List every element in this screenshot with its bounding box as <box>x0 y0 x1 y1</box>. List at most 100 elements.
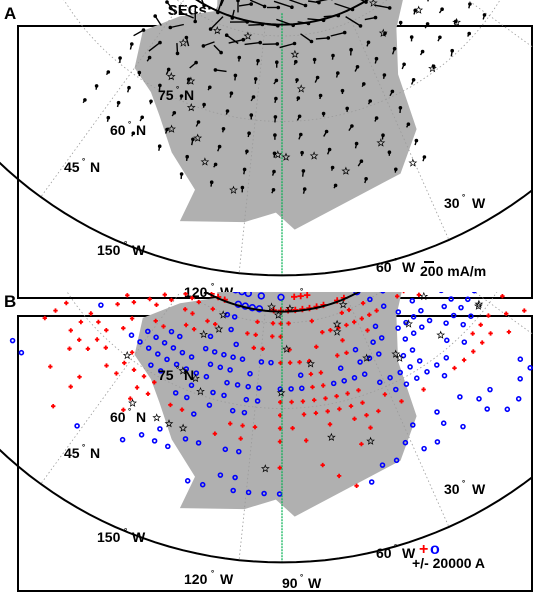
positive-current-mark <box>291 293 298 300</box>
positive-current-mark <box>339 310 344 315</box>
negative-current-mark <box>380 292 386 294</box>
positive-current-mark <box>253 332 258 337</box>
positive-current-mark <box>364 413 369 418</box>
panel-b-map: 75 ° N 60 ° N 45 ° N 150 ° W 120 ° W 90 … <box>0 292 533 592</box>
positive-current-mark <box>51 404 56 409</box>
lon-120-label: 120 <box>184 571 208 587</box>
current-vector <box>127 87 130 93</box>
negative-current-mark <box>233 341 239 348</box>
lat-45-dir: N <box>90 159 100 175</box>
negative-current-mark <box>443 355 450 361</box>
current-vector <box>289 0 306 7</box>
station-star <box>214 324 224 333</box>
negative-current-mark <box>184 394 190 401</box>
negative-current-mark <box>207 361 214 368</box>
current-vector <box>238 3 252 7</box>
station-star <box>243 31 253 40</box>
negative-current-mark <box>245 489 252 496</box>
negative-current-mark <box>330 380 337 387</box>
station-star <box>178 38 188 47</box>
current-vector <box>131 132 134 137</box>
negative-current-mark <box>145 345 152 351</box>
station-star <box>281 152 291 161</box>
current-vector <box>165 69 170 75</box>
current-vector <box>238 57 240 62</box>
current-vector <box>279 42 295 49</box>
current-vector <box>424 23 429 29</box>
negative-current-mark <box>450 312 457 319</box>
positive-current-mark <box>189 295 195 301</box>
negative-current-mark <box>191 411 197 417</box>
lon-150-label: 150 <box>97 529 121 545</box>
degree-mark: ° <box>128 407 131 416</box>
negative-current-mark <box>9 337 16 344</box>
vector-origin <box>349 47 353 52</box>
current-vector <box>217 146 221 152</box>
positive-current-mark <box>277 307 285 314</box>
current-vector <box>210 182 213 187</box>
negative-current-mark <box>461 339 468 345</box>
positive-current-mark <box>365 328 370 333</box>
station-star <box>273 310 283 319</box>
current-vector <box>249 0 265 8</box>
current-vector <box>414 140 418 146</box>
positive-current-mark <box>356 388 361 393</box>
positive-current-mark <box>53 308 58 313</box>
vector-origin <box>301 169 306 173</box>
positive-current-mark <box>314 344 319 349</box>
positive-current-mark <box>77 337 82 342</box>
positive-current-mark <box>131 367 137 372</box>
station-star <box>267 302 276 311</box>
lon-30-dir: W <box>472 195 486 211</box>
current-vector <box>319 95 322 100</box>
station-star <box>391 349 401 358</box>
positive-current-mark <box>191 327 197 332</box>
current-vector <box>213 164 217 168</box>
degree-mark: ° <box>394 543 397 552</box>
station-star <box>404 319 413 328</box>
positive-current-mark <box>352 416 357 421</box>
positive-current-mark <box>183 322 189 328</box>
negative-current-mark <box>210 389 216 396</box>
panel-a-land <box>134 0 417 230</box>
current-vector <box>170 23 184 29</box>
positive-current-mark <box>500 294 505 299</box>
positive-current-mark <box>147 296 152 302</box>
vector-origin <box>137 70 142 75</box>
positive-current-mark <box>210 306 215 312</box>
negative-current-mark <box>228 326 234 333</box>
current-vector <box>185 156 188 161</box>
negative-current-mark <box>372 323 379 330</box>
station-star <box>196 386 205 396</box>
current-vector <box>367 100 371 105</box>
negative-current-mark <box>231 314 238 320</box>
positive-current-mark <box>196 299 201 305</box>
negative-current-mark <box>414 375 420 381</box>
negative-current-mark <box>341 378 347 384</box>
station-star <box>229 185 238 194</box>
station-star <box>164 419 174 428</box>
vector-origin <box>387 6 392 10</box>
current-vector <box>226 34 239 45</box>
negative-current-mark <box>448 296 454 302</box>
vector-origin <box>387 150 392 154</box>
station-star <box>212 26 222 35</box>
positive-current-mark <box>255 319 260 324</box>
negative-current-mark <box>18 349 25 356</box>
negative-current-mark <box>172 390 179 396</box>
negative-current-mark <box>244 292 252 298</box>
negative-current-mark <box>351 375 358 381</box>
positive-current-mark <box>297 292 304 300</box>
current-vector <box>315 37 329 40</box>
negative-current-mark <box>366 355 373 361</box>
station-star <box>395 353 405 362</box>
current-vector <box>394 169 397 173</box>
positive-current-mark <box>344 322 349 328</box>
negative-current-mark <box>517 356 524 362</box>
current-vector <box>202 104 205 108</box>
positive-current-mark <box>213 322 218 327</box>
current-vector <box>437 36 441 42</box>
positive-current-mark <box>252 424 258 430</box>
positive-current-mark <box>121 407 126 412</box>
current-vector <box>244 41 261 46</box>
